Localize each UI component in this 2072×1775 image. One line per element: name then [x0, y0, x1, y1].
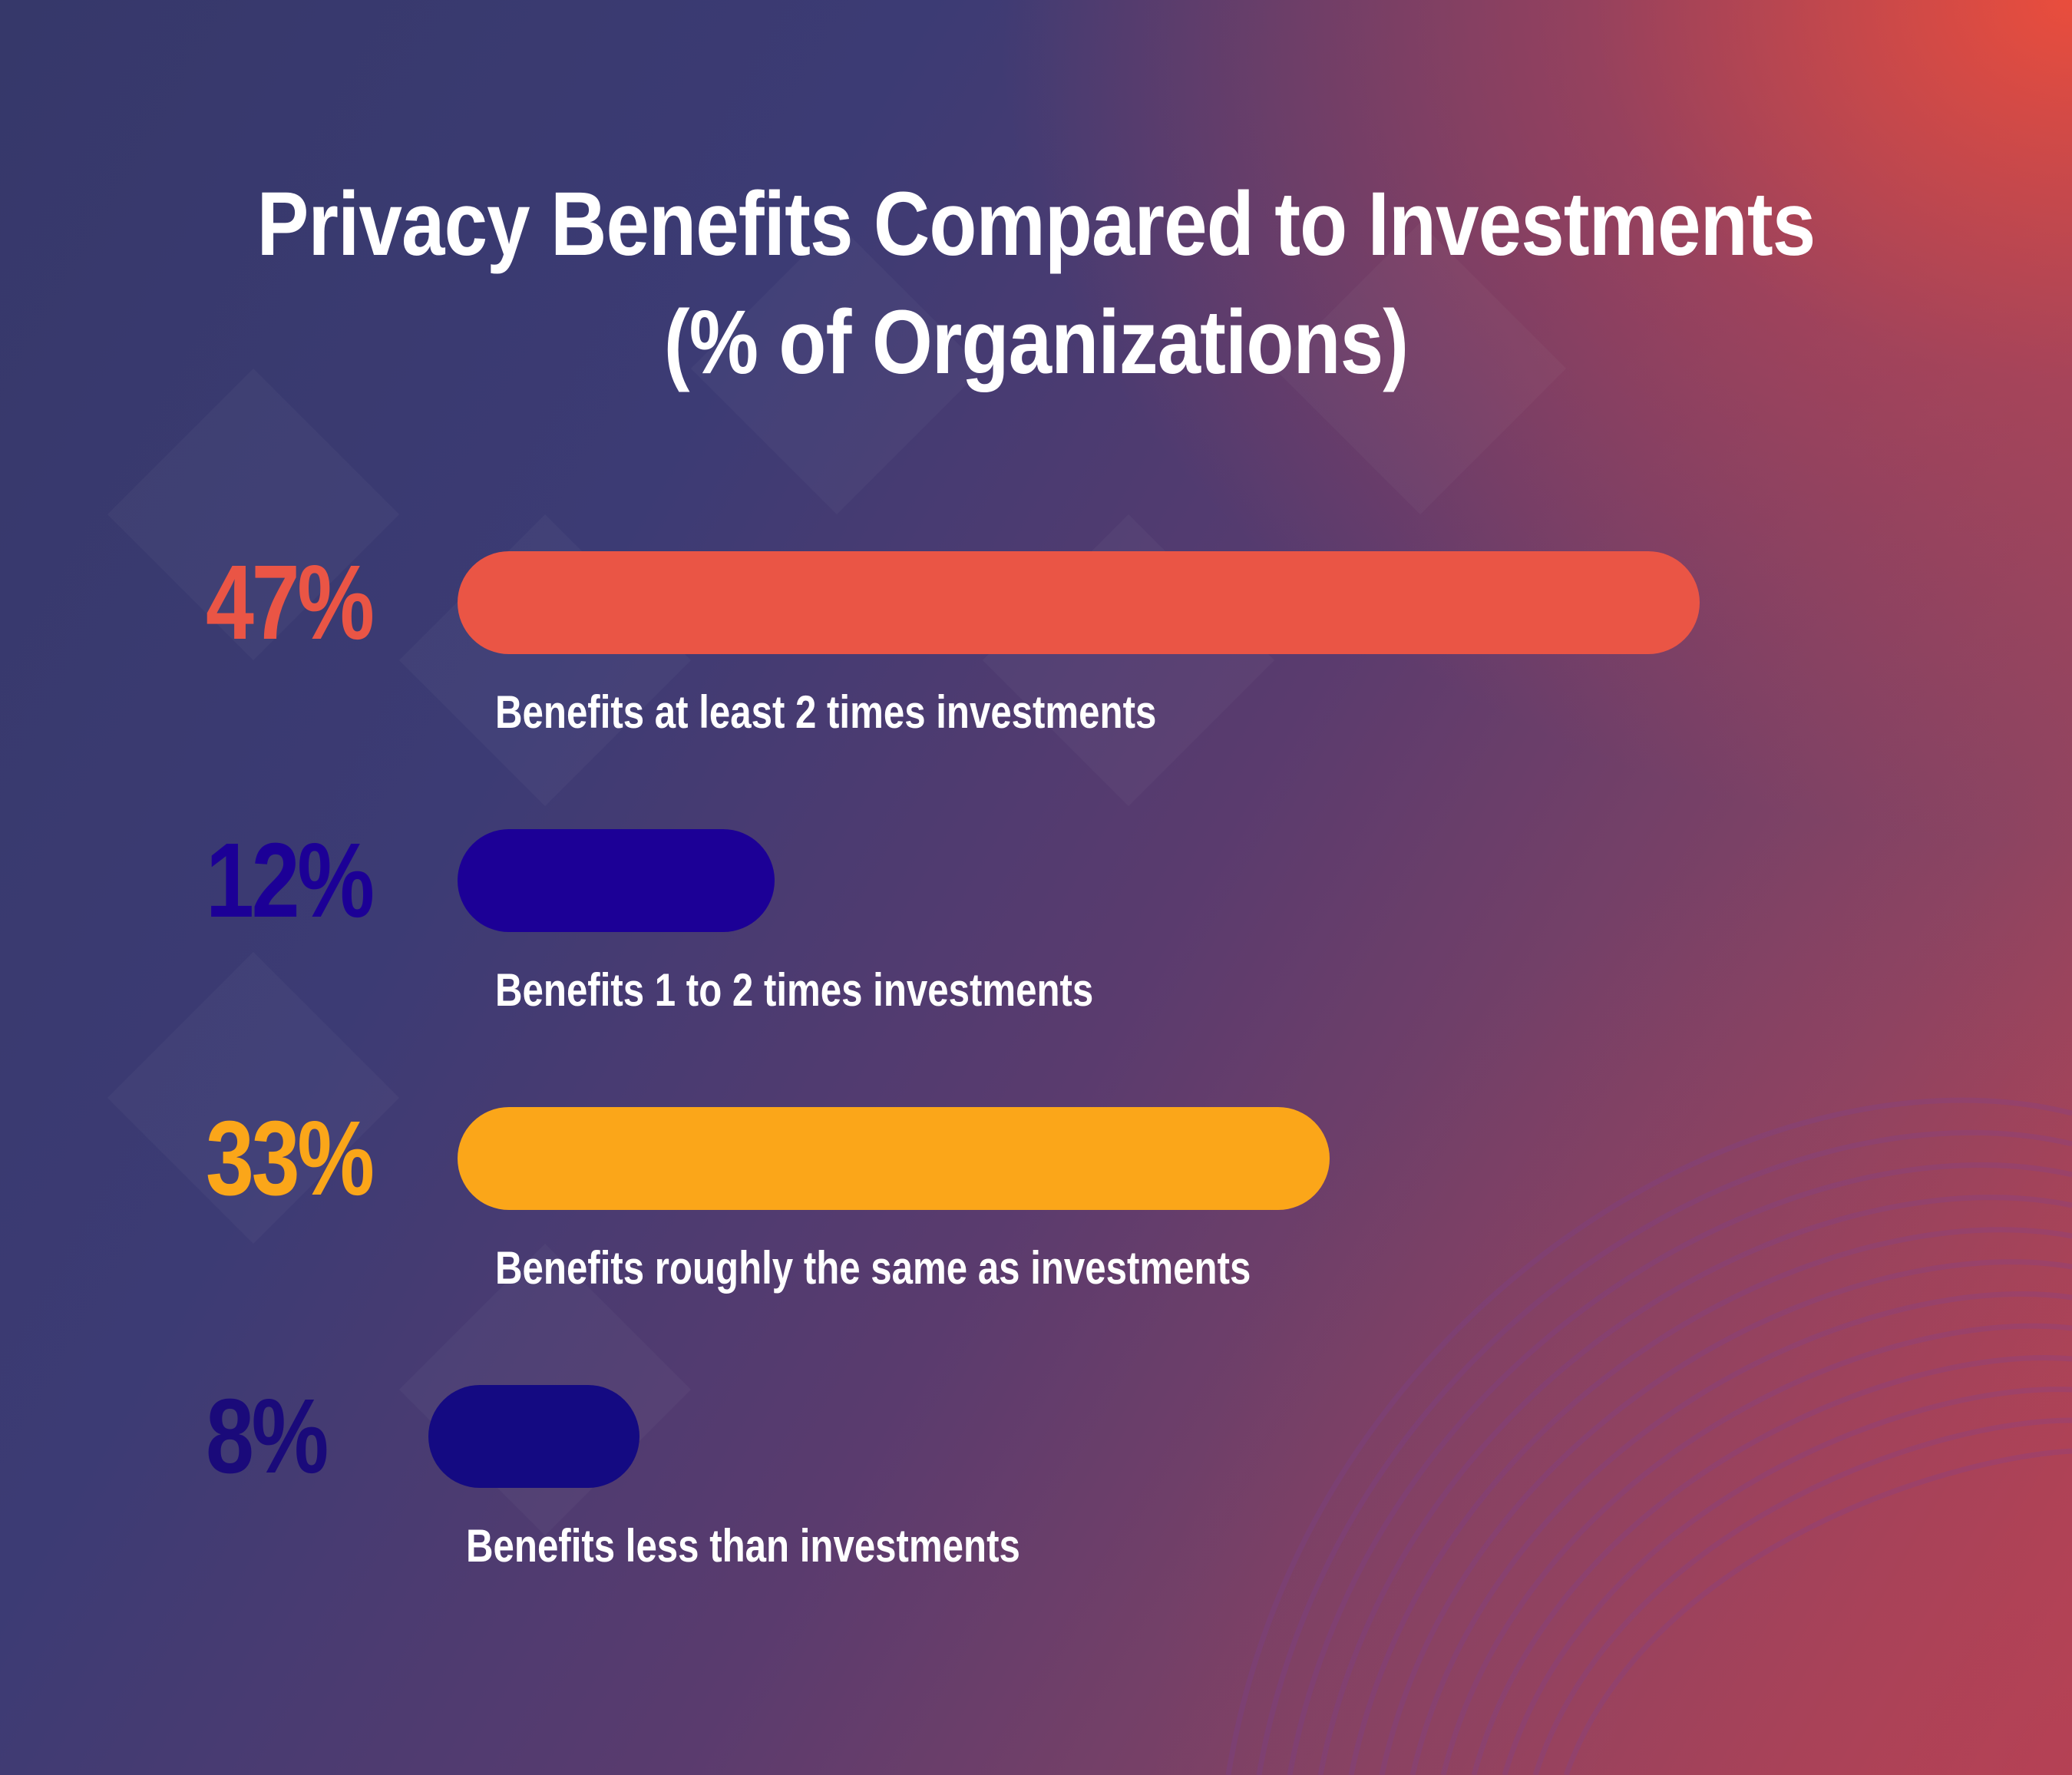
chart-title-line-1: Privacy Benefits Compared to Investments	[256, 174, 1816, 275]
value-label: 47%	[206, 544, 375, 662]
bar-row: 8% Benefits less than investments	[0, 1377, 2072, 1615]
bar-row: 33% Benefits roughly the same as investme…	[0, 1099, 2072, 1337]
value-label: 33%	[206, 1099, 375, 1218]
category-label: Benefits roughly the same as investments	[495, 1242, 1251, 1294]
value-label: 8%	[206, 1377, 329, 1496]
bar	[458, 551, 1700, 654]
chart-subtitle: (% of Organizations)	[663, 292, 1409, 393]
bar-row: 47% Benefits at least 2 times investments	[0, 544, 2072, 782]
bar	[458, 1107, 1330, 1210]
bar-row: 12% Benefits 1 to 2 times investments	[0, 821, 2072, 1059]
category-label: Benefits 1 to 2 times investments	[495, 964, 1094, 1016]
chart-title: Privacy Benefits Compared to Investments…	[0, 165, 2072, 402]
bar	[428, 1385, 640, 1488]
category-label: Benefits less than investments	[466, 1520, 1020, 1572]
category-label: Benefits at least 2 times investments	[495, 686, 1157, 738]
value-label: 12%	[206, 821, 375, 940]
bar	[458, 829, 775, 932]
